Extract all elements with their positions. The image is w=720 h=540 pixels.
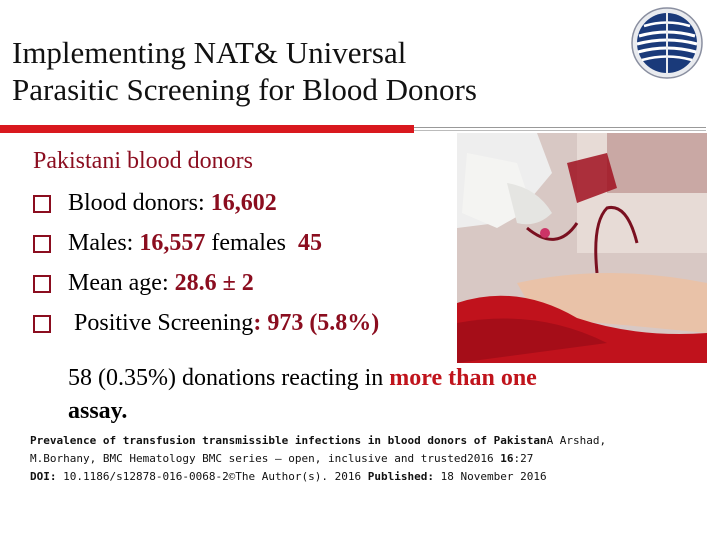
citation-authors: A Arshad, xyxy=(546,434,607,447)
globe-logo-icon xyxy=(631,7,703,79)
bullet-value: 16,557 xyxy=(139,230,206,256)
citation: Prevalence of transfusion transmissible … xyxy=(30,432,710,486)
citation-published-label: Published: xyxy=(367,470,434,483)
title-divider-gray-2 xyxy=(414,130,706,131)
bullet-label: Mean age: xyxy=(68,270,175,296)
citation-line-1: Prevalence of transfusion transmissible … xyxy=(30,432,710,450)
title-line-1: Implementing NAT& Universal xyxy=(12,35,407,70)
citation-issue: :27 xyxy=(513,452,534,465)
sub-bullet-emphasis: more than one xyxy=(389,365,537,391)
checkbox-bullet-icon xyxy=(33,275,51,293)
bullet-value: 973 (5.8%) xyxy=(267,310,380,336)
checkbox-bullet-icon xyxy=(33,235,51,253)
sub-bullet-part-1: 58 (0.35%) donations reacting in xyxy=(68,365,390,391)
bullet-label: Blood donors: xyxy=(68,190,211,216)
checkbox-bullet-icon xyxy=(33,315,51,333)
citation-doi-label: DOI: xyxy=(30,470,57,483)
citation-doi-value: 10.1186/s12878-016-0068-2©The Author(s).… xyxy=(56,470,368,483)
citation-line-2: M.Borhany, BMC Hematology BMC series – o… xyxy=(30,450,710,468)
bullet-value: 28.6 ± 2 xyxy=(174,270,254,296)
sub-bullet-part-2: assay. xyxy=(68,398,128,424)
slide-title: Implementing NAT& Universal Parasitic Sc… xyxy=(12,34,612,108)
citation-published-value: 18 November 2016 xyxy=(434,470,547,483)
title-divider-gray xyxy=(414,127,706,128)
bullet-value: 16,602 xyxy=(210,190,277,216)
citation-title: Prevalence of transfusion transmissible … xyxy=(30,434,547,447)
section-heading: Pakistani blood donors xyxy=(33,148,253,174)
bullet-value-2: 45 xyxy=(297,230,322,256)
bullet-rest: females xyxy=(205,230,298,256)
title-divider-red xyxy=(0,125,414,133)
citation-journal: M.Borhany, BMC Hematology BMC series – o… xyxy=(30,452,501,465)
title-line-2: Parasitic Screening for Blood Donors xyxy=(12,72,477,107)
sub-bullet-text: 58 (0.35%) donations reacting in more th… xyxy=(68,362,688,428)
bullet-label: Males: xyxy=(68,230,140,256)
bullet-label: Positive Screening xyxy=(68,310,254,336)
checkbox-bullet-icon xyxy=(33,195,51,213)
citation-volume: 16 xyxy=(500,452,514,465)
blood-donation-photo xyxy=(457,133,707,363)
bullet-colon: : xyxy=(253,310,268,336)
citation-line-3: DOI: 10.1186/s12878-016-0068-2©The Autho… xyxy=(30,468,710,486)
